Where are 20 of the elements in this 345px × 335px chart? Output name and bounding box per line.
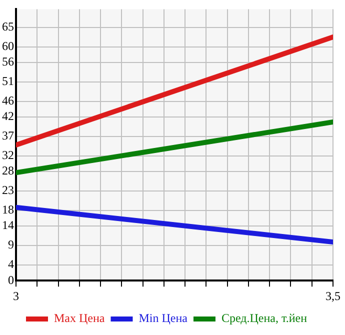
- x-tick-label: 3,5: [326, 288, 340, 303]
- y-tick-label: 28: [2, 164, 14, 178]
- y-tick-label: 23: [2, 183, 14, 198]
- y-tick-label: 56: [2, 54, 14, 69]
- y-tick-label: 46: [2, 93, 14, 108]
- y-tick-label: 14: [2, 218, 14, 232]
- legend-label: Max Цена: [54, 311, 106, 326]
- y-tick-label: 32: [2, 148, 14, 162]
- y-tick-label: 18: [2, 202, 14, 217]
- y-tick-label: 0: [8, 272, 14, 287]
- y-tick-label: 42: [2, 109, 14, 124]
- y-tick-label: 60: [2, 38, 14, 53]
- legend-label: Min Цена: [138, 311, 188, 326]
- y-tick-label: 4: [8, 257, 14, 272]
- x-tick-label: 3: [13, 288, 19, 303]
- y-tick-label: 37: [2, 128, 14, 143]
- legend-label: Сред.Цена, т.йен: [221, 311, 308, 326]
- y-tick-label: 51: [2, 74, 14, 88]
- y-tick-label: 9: [8, 238, 14, 252]
- y-tick-label: 65: [2, 19, 14, 34]
